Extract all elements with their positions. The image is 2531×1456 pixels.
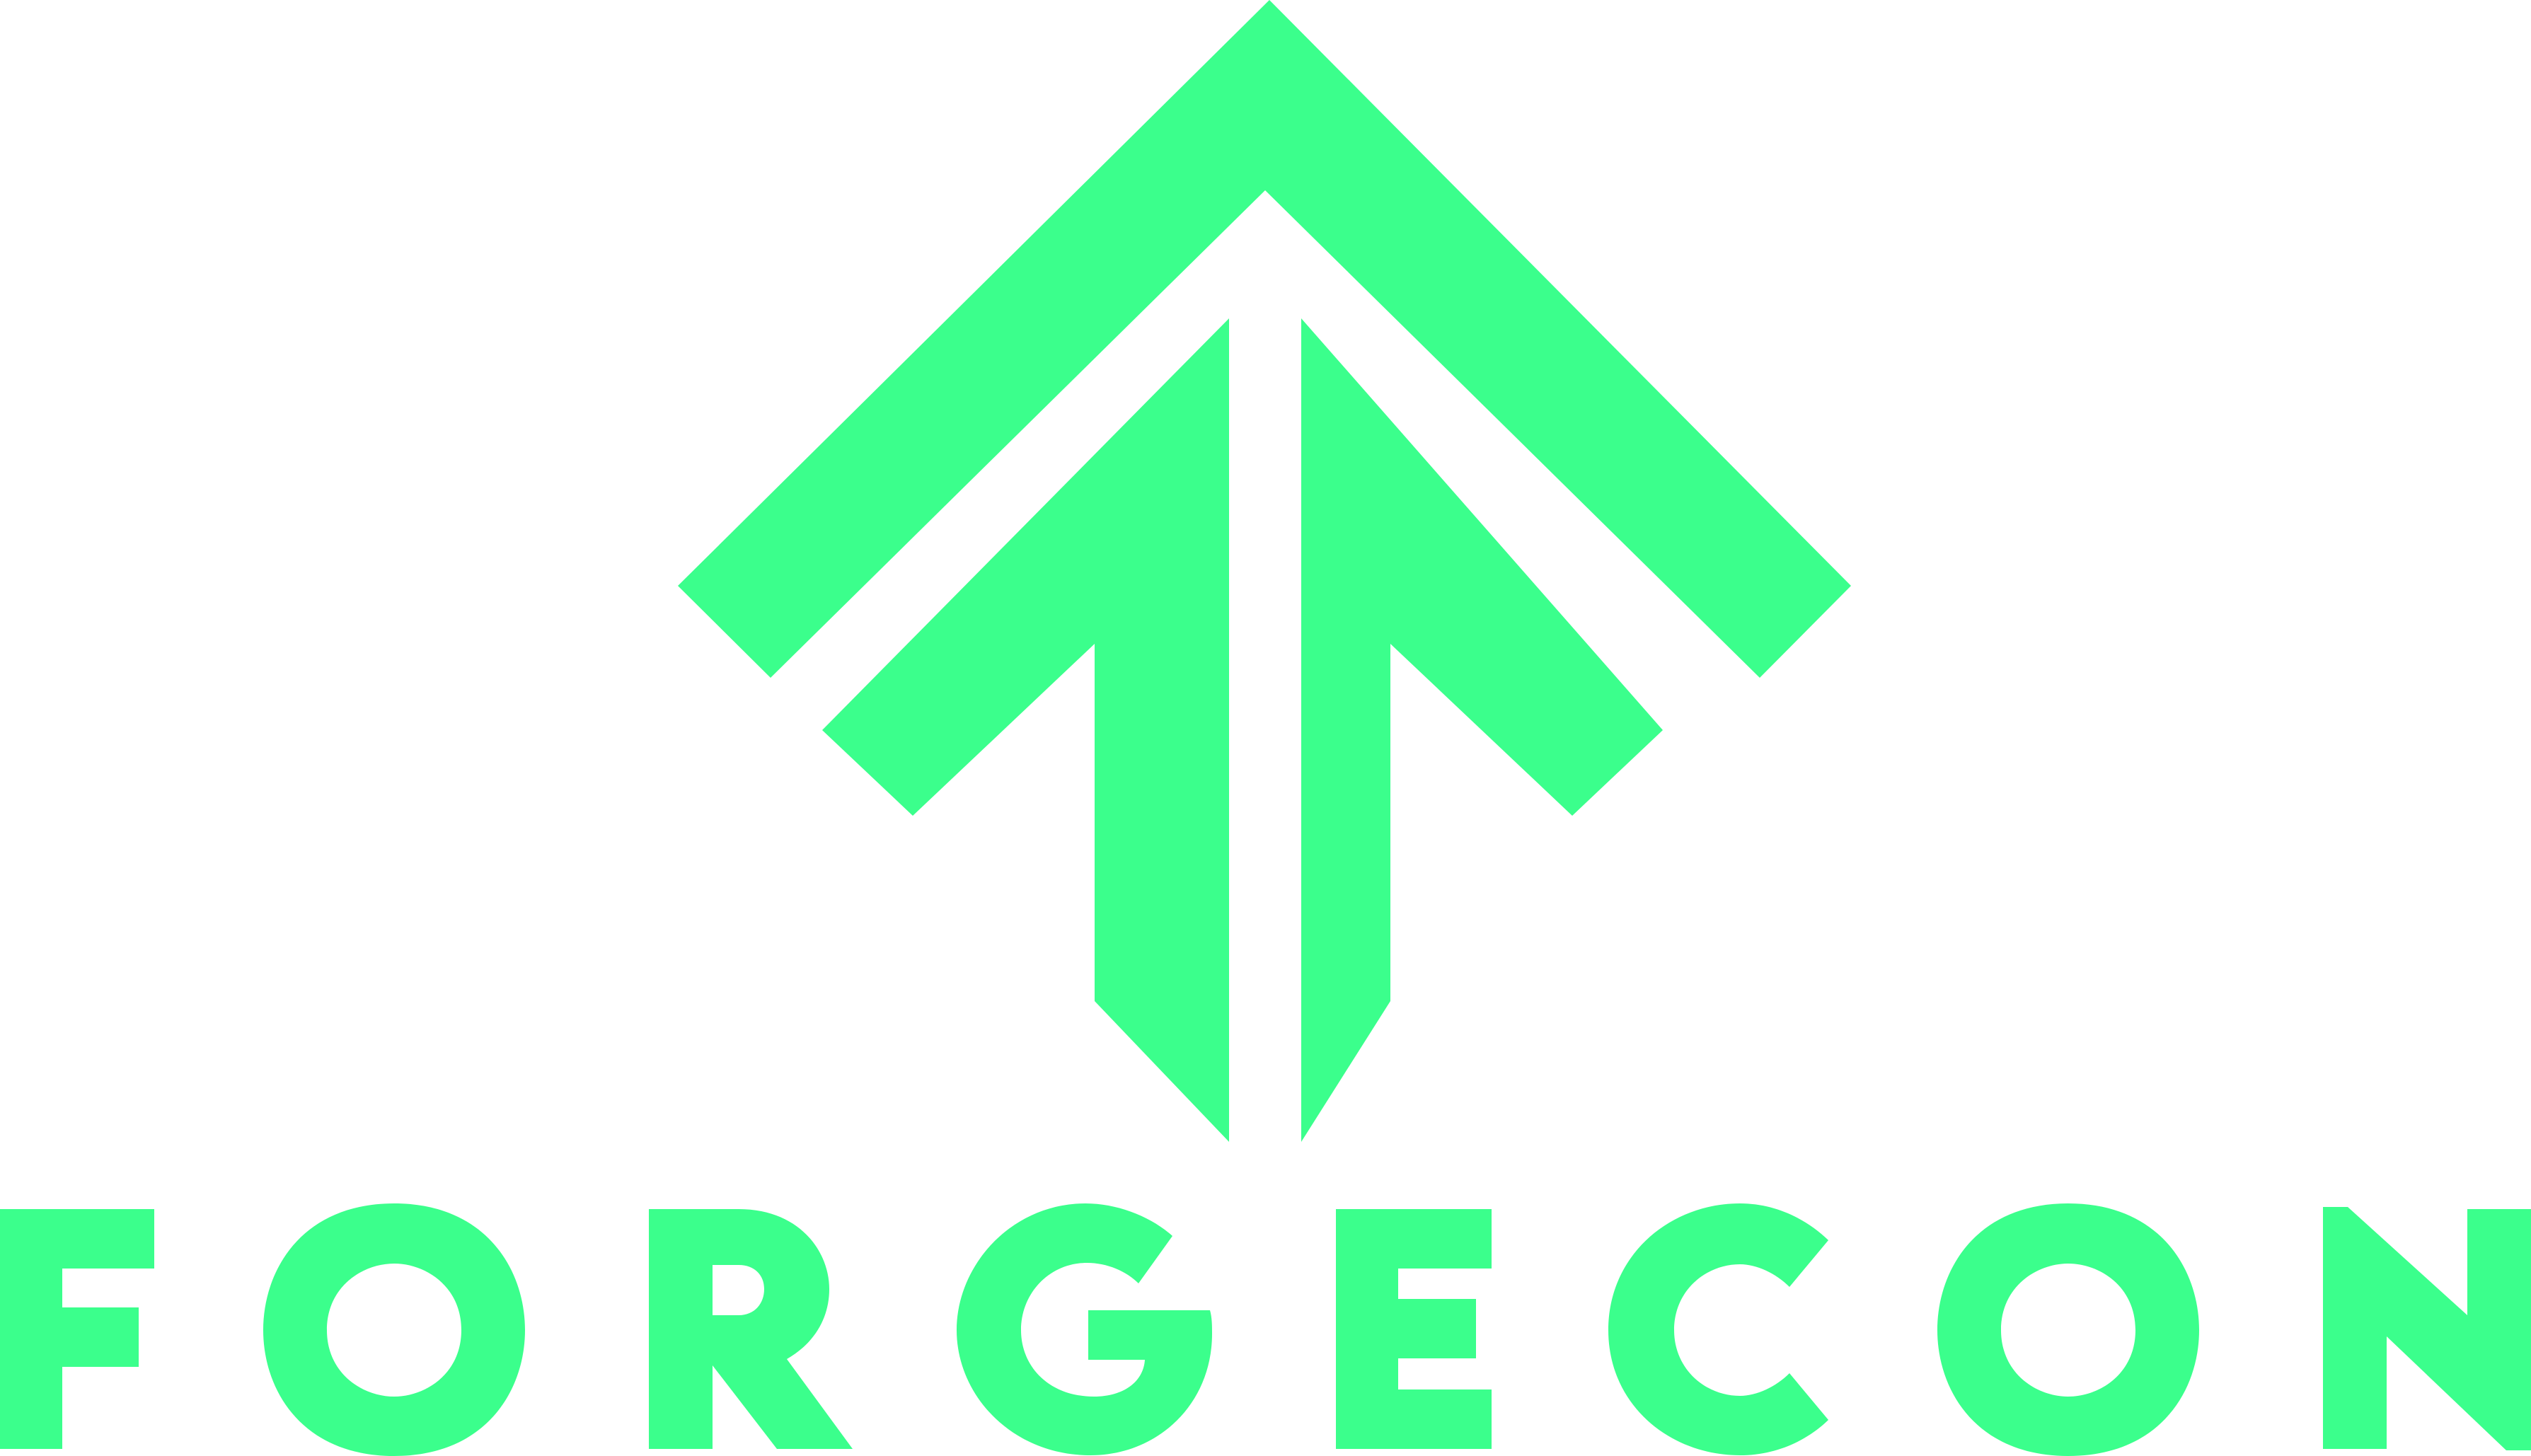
wordmark-letter: G <box>976 0 1220 279</box>
wordmark-letter: F <box>0 0 203 279</box>
wordmark-letter: E <box>1317 0 1520 279</box>
wordmark-letter-f-shape <box>0 1209 154 1449</box>
wordmark-letter-g-shape <box>957 1203 1212 1455</box>
wordmark-letter-o-shape <box>263 1203 525 1456</box>
wordmark-letter: C <box>1618 0 1835 279</box>
wordmark-text: F O R G E C O N <box>0 0 2531 260</box>
wordmark-letter-r-shape <box>649 1209 853 1449</box>
wordmark-letter: O <box>300 0 553 279</box>
wordmark-letter: O <box>1932 0 2185 279</box>
wordmark-letter-e-shape <box>1336 1209 1492 1449</box>
forgecon-wordmark <box>0 1196 2531 1456</box>
wordmark-letter-n-shape <box>2323 1207 2531 1450</box>
wordmark-letter-o2-shape <box>1937 1203 2199 1456</box>
wordmark-letter: R <box>650 0 879 279</box>
wordmark-letter: N <box>2282 0 2531 279</box>
wordmark-letter-c-shape <box>1608 1203 1828 1455</box>
